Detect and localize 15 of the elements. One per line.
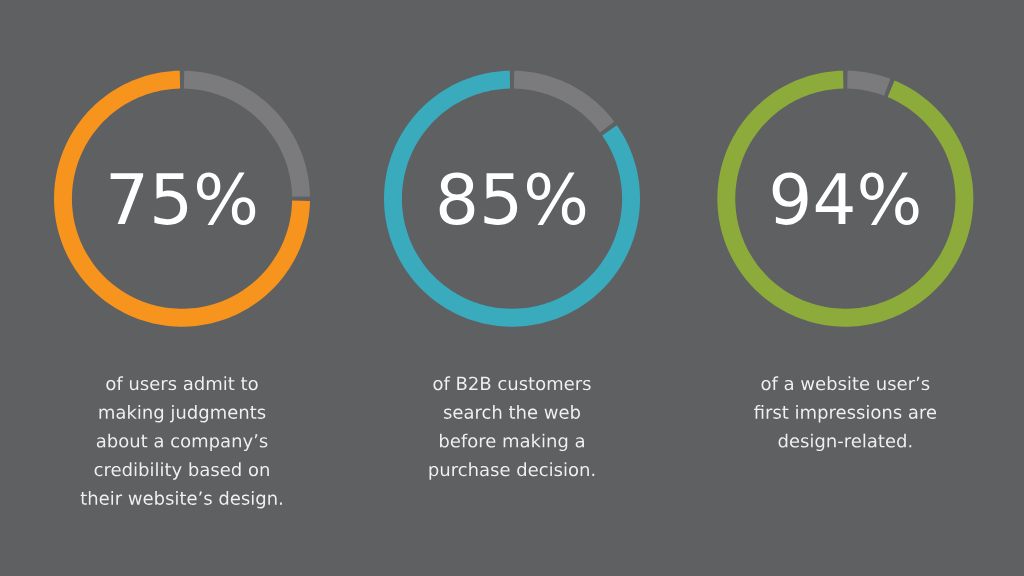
text: about a company’s	[96, 433, 268, 452]
text: before making a	[440, 433, 584, 452]
data-label: 75%	[110, 172, 256, 225]
text: search the web	[443, 404, 580, 419]
text: first impressions are	[754, 404, 937, 423]
text: credibility based on	[94, 462, 269, 480]
text: of a website user’s	[761, 376, 930, 391]
data-label: 85%	[439, 172, 586, 225]
text: their website’s design.	[80, 490, 282, 509]
text: design-related.	[778, 433, 912, 452]
text: making judgments	[99, 404, 266, 423]
text: of B2B customers	[433, 376, 591, 391]
text: of users admit to	[106, 376, 258, 391]
text: purchase decision.	[429, 462, 595, 480]
data-label: 94%	[772, 172, 919, 225]
